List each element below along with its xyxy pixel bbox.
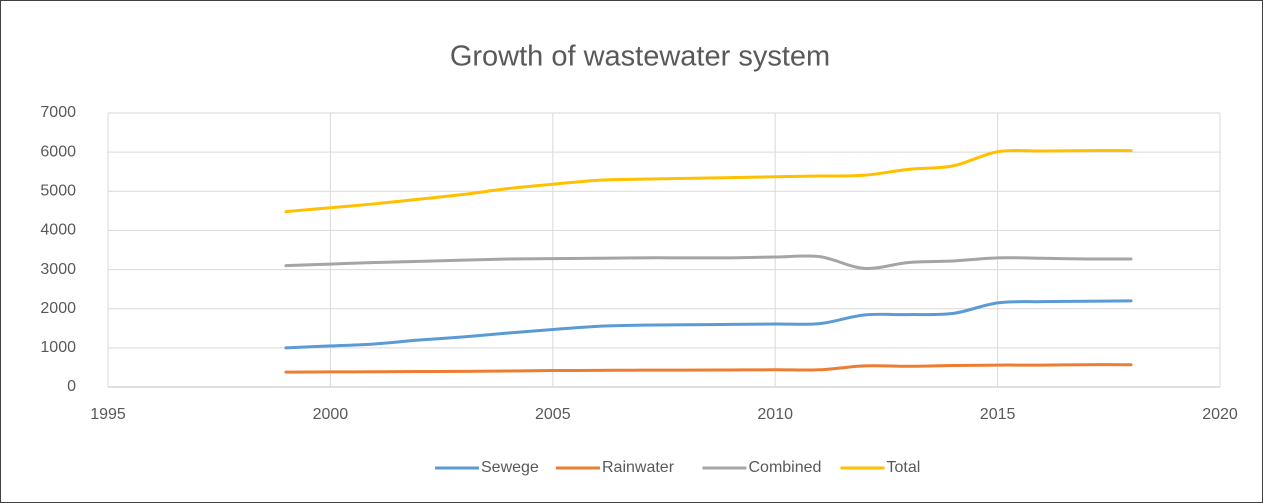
legend-label: Combined xyxy=(749,459,822,476)
y-tick-label: 5000 xyxy=(40,183,76,200)
x-tick-label: 2010 xyxy=(757,406,793,423)
x-tick-label: 2005 xyxy=(535,406,571,423)
legend-label: Rainwater xyxy=(602,459,675,476)
legend-label: Sewege xyxy=(481,459,539,476)
chart-title: Growth of wastewater system xyxy=(450,41,830,73)
series-line xyxy=(284,363,1133,374)
y-tick-label: 6000 xyxy=(40,143,76,160)
series-line xyxy=(284,299,1133,350)
y-tick-label: 7000 xyxy=(40,104,76,121)
x-tick-label: 1995 xyxy=(90,406,126,423)
x-tick-label: 2000 xyxy=(313,406,349,423)
y-tick-label: 0 xyxy=(67,378,76,395)
series-line xyxy=(284,254,1133,270)
y-tick-label: 3000 xyxy=(40,261,76,278)
series-line xyxy=(284,148,1133,214)
x-tick-label: 2020 xyxy=(1202,406,1238,423)
y-tick-label: 2000 xyxy=(40,300,76,317)
y-tick-label: 4000 xyxy=(40,222,76,239)
x-tick-label: 2015 xyxy=(980,406,1016,423)
y-tick-label: 1000 xyxy=(40,339,76,356)
legend-label: Total xyxy=(887,459,921,476)
